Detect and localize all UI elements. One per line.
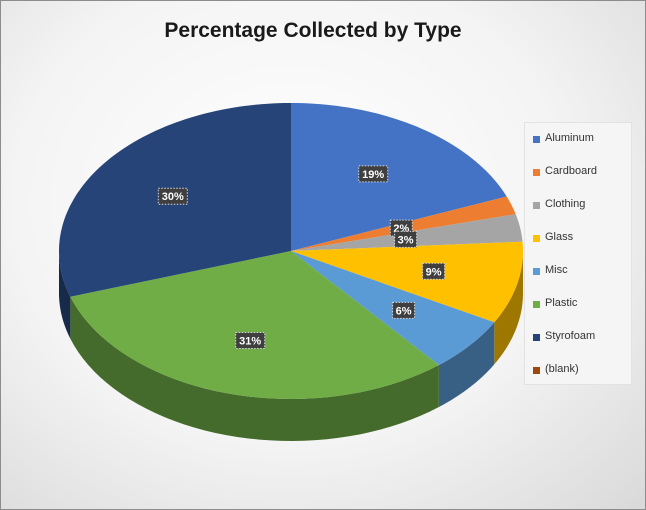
data-label-styrofoam: 30% (157, 187, 188, 205)
data-label-misc: 6% (392, 301, 416, 319)
legend-label-clothing[interactable]: Clothing (545, 198, 586, 210)
legend-swatch-blank (533, 367, 540, 374)
legend-label-styrofoam[interactable]: Styrofoam (545, 330, 596, 342)
pie-side-plastic (70, 296, 439, 441)
svg-text:6%: 6% (396, 305, 412, 317)
data-label-plastic: 31% (235, 332, 266, 349)
pie-side-styrofoam (59, 251, 71, 339)
legend-label-blank[interactable]: (blank) (545, 363, 579, 375)
data-label-aluminum: 19% (358, 165, 389, 183)
data-label-clothing: 3% (394, 230, 418, 248)
legend-label-misc[interactable]: Misc (545, 264, 568, 276)
chart-title: Percentage Collected by Type (164, 19, 462, 42)
legend-swatch-clothing (533, 202, 540, 209)
pie-side-misc (438, 322, 495, 408)
legend-swatch-misc (533, 268, 540, 275)
data-label-glass: 9% (422, 262, 446, 280)
svg-text:19%: 19% (362, 169, 384, 181)
legend-swatch-glass (533, 235, 540, 242)
legend-label-cardboard[interactable]: Cardboard (545, 165, 597, 177)
pie-slice-glass[interactable] (291, 241, 523, 323)
legend: Aluminum Cardboard Clothing Glass Misc Plasti… (524, 122, 632, 385)
svg-text:3%: 3% (398, 234, 414, 246)
legend-label-glass[interactable]: Glass (545, 231, 574, 243)
legend-swatch-cardboard (533, 169, 540, 176)
legend-swatch-aluminum (533, 136, 540, 143)
legend-swatch-styrofoam (533, 334, 540, 341)
pie-slice-aluminum[interactable] (291, 103, 507, 251)
legend-swatch-plastic (533, 301, 540, 308)
svg-text:9%: 9% (426, 266, 442, 278)
legend-label-plastic[interactable]: Plastic (545, 297, 578, 309)
svg-text:31%: 31% (239, 336, 261, 348)
legend-label-aluminum[interactable]: Aluminum (545, 132, 594, 144)
pie-slice-plastic[interactable] (70, 251, 439, 399)
pie-side-glass (494, 251, 523, 365)
svg-text:30%: 30% (162, 191, 184, 203)
